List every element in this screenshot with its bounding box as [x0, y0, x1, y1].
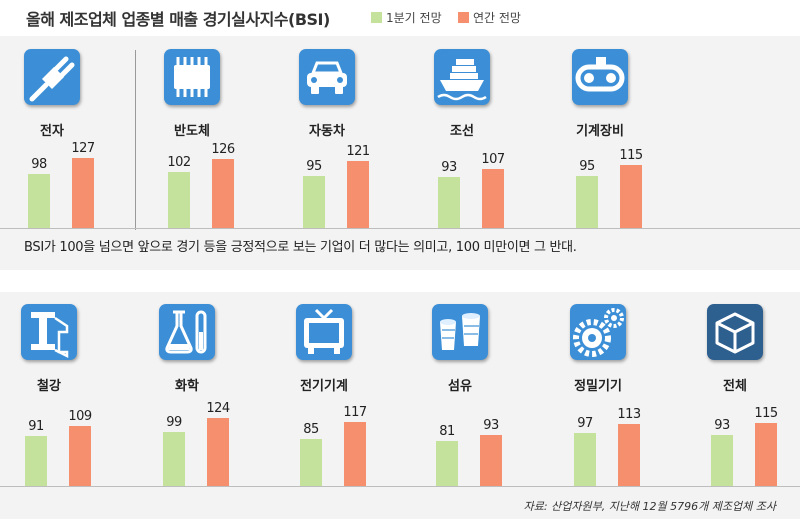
value-label-annual: 107 — [481, 152, 505, 167]
value-label-annual: 121 — [346, 144, 370, 159]
category-label: 정밀기기 — [574, 379, 622, 394]
value-label-q1: 97 — [577, 416, 593, 431]
value-label-annual: 115 — [754, 406, 778, 421]
chip-icon — [164, 49, 220, 105]
bar-q1 — [436, 441, 458, 486]
value-label-q1: 81 — [439, 424, 455, 439]
bar-annual — [620, 165, 642, 228]
category-label: 반도체 — [174, 124, 210, 139]
chart-title: 올해 제조업체 업종별 매출 경기실사지수(BSI) — [26, 10, 330, 29]
plug-icon — [24, 49, 80, 105]
bar-annual — [480, 435, 502, 486]
value-label-annual: 115 — [619, 148, 643, 163]
value-label-q1: 98 — [31, 157, 47, 172]
steel-beam-icon — [21, 304, 77, 360]
bar-annual — [72, 158, 94, 228]
category-label: 조선 — [450, 124, 474, 139]
bar-annual — [618, 424, 640, 486]
category-label: 철강 — [37, 379, 61, 394]
baseline-bottom — [0, 486, 800, 487]
value-label-q1: 95 — [579, 159, 595, 174]
bar-annual — [207, 418, 229, 486]
category-label: 섬유 — [448, 379, 472, 394]
value-label-annual: 127 — [71, 141, 95, 156]
value-label-annual: 113 — [617, 407, 641, 422]
source-note: 자료: 산업자원부, 지난해 12월 5796개 제조업체 조사 — [523, 500, 776, 513]
category-label: 기계장비 — [576, 124, 624, 139]
bar-q1 — [574, 433, 596, 486]
category-label: 전자 — [40, 124, 64, 139]
bar-annual — [347, 161, 369, 228]
car-icon — [299, 49, 355, 105]
value-label-annual: 124 — [206, 401, 230, 416]
category-label: 자동차 — [309, 124, 345, 139]
bar-q1 — [576, 176, 598, 228]
cube-icon — [707, 304, 763, 360]
bar-q1 — [28, 174, 50, 228]
value-label-q1: 93 — [714, 418, 730, 433]
bar-q1 — [303, 176, 325, 228]
legend-annual: 연간 전망 — [458, 9, 521, 26]
bar-q1 — [300, 439, 322, 486]
chart-note: BSI가 100을 넘으면 앞으로 경기 등을 긍정적으로 보는 기업이 더 많… — [24, 240, 577, 255]
bar-q1 — [25, 436, 47, 486]
category-label: 전기기계 — [300, 379, 348, 394]
bar-annual — [755, 423, 777, 486]
panel-divider — [135, 50, 136, 230]
chart-panel-top — [0, 36, 800, 270]
legend-q1-label: 1분기 전망 — [386, 11, 442, 25]
legend-annual-label: 연간 전망 — [473, 11, 521, 25]
bar-q1 — [438, 177, 460, 228]
value-label-annual: 109 — [68, 409, 92, 424]
value-label-q1: 102 — [167, 155, 191, 170]
bar-annual — [344, 422, 366, 486]
yarn-icon — [432, 304, 488, 360]
tv-icon — [296, 304, 352, 360]
value-label-q1: 85 — [303, 422, 319, 437]
conveyor-icon — [572, 49, 628, 105]
bar-q1 — [163, 432, 185, 486]
bar-q1 — [168, 172, 190, 228]
gear-icon — [570, 304, 626, 360]
bar-q1 — [711, 435, 733, 486]
legend-annual-swatch — [458, 12, 469, 23]
ship-icon — [434, 49, 490, 105]
bar-annual — [482, 169, 504, 228]
baseline-top — [0, 228, 800, 229]
value-label-q1: 91 — [28, 419, 44, 434]
bar-annual — [212, 159, 234, 228]
legend-q1-swatch — [371, 12, 382, 23]
category-label: 전체 — [723, 379, 747, 394]
bar-annual — [69, 426, 91, 486]
value-label-q1: 95 — [306, 159, 322, 174]
value-label-q1: 93 — [441, 160, 457, 175]
legend-q1: 1분기 전망 — [371, 9, 442, 26]
category-label: 화학 — [175, 379, 199, 394]
value-label-annual: 93 — [483, 418, 499, 433]
value-label-q1: 99 — [166, 415, 182, 430]
flask-icon — [159, 304, 215, 360]
value-label-annual: 117 — [343, 405, 367, 420]
chart-panel-bottom — [0, 292, 800, 519]
value-label-annual: 126 — [211, 142, 235, 157]
